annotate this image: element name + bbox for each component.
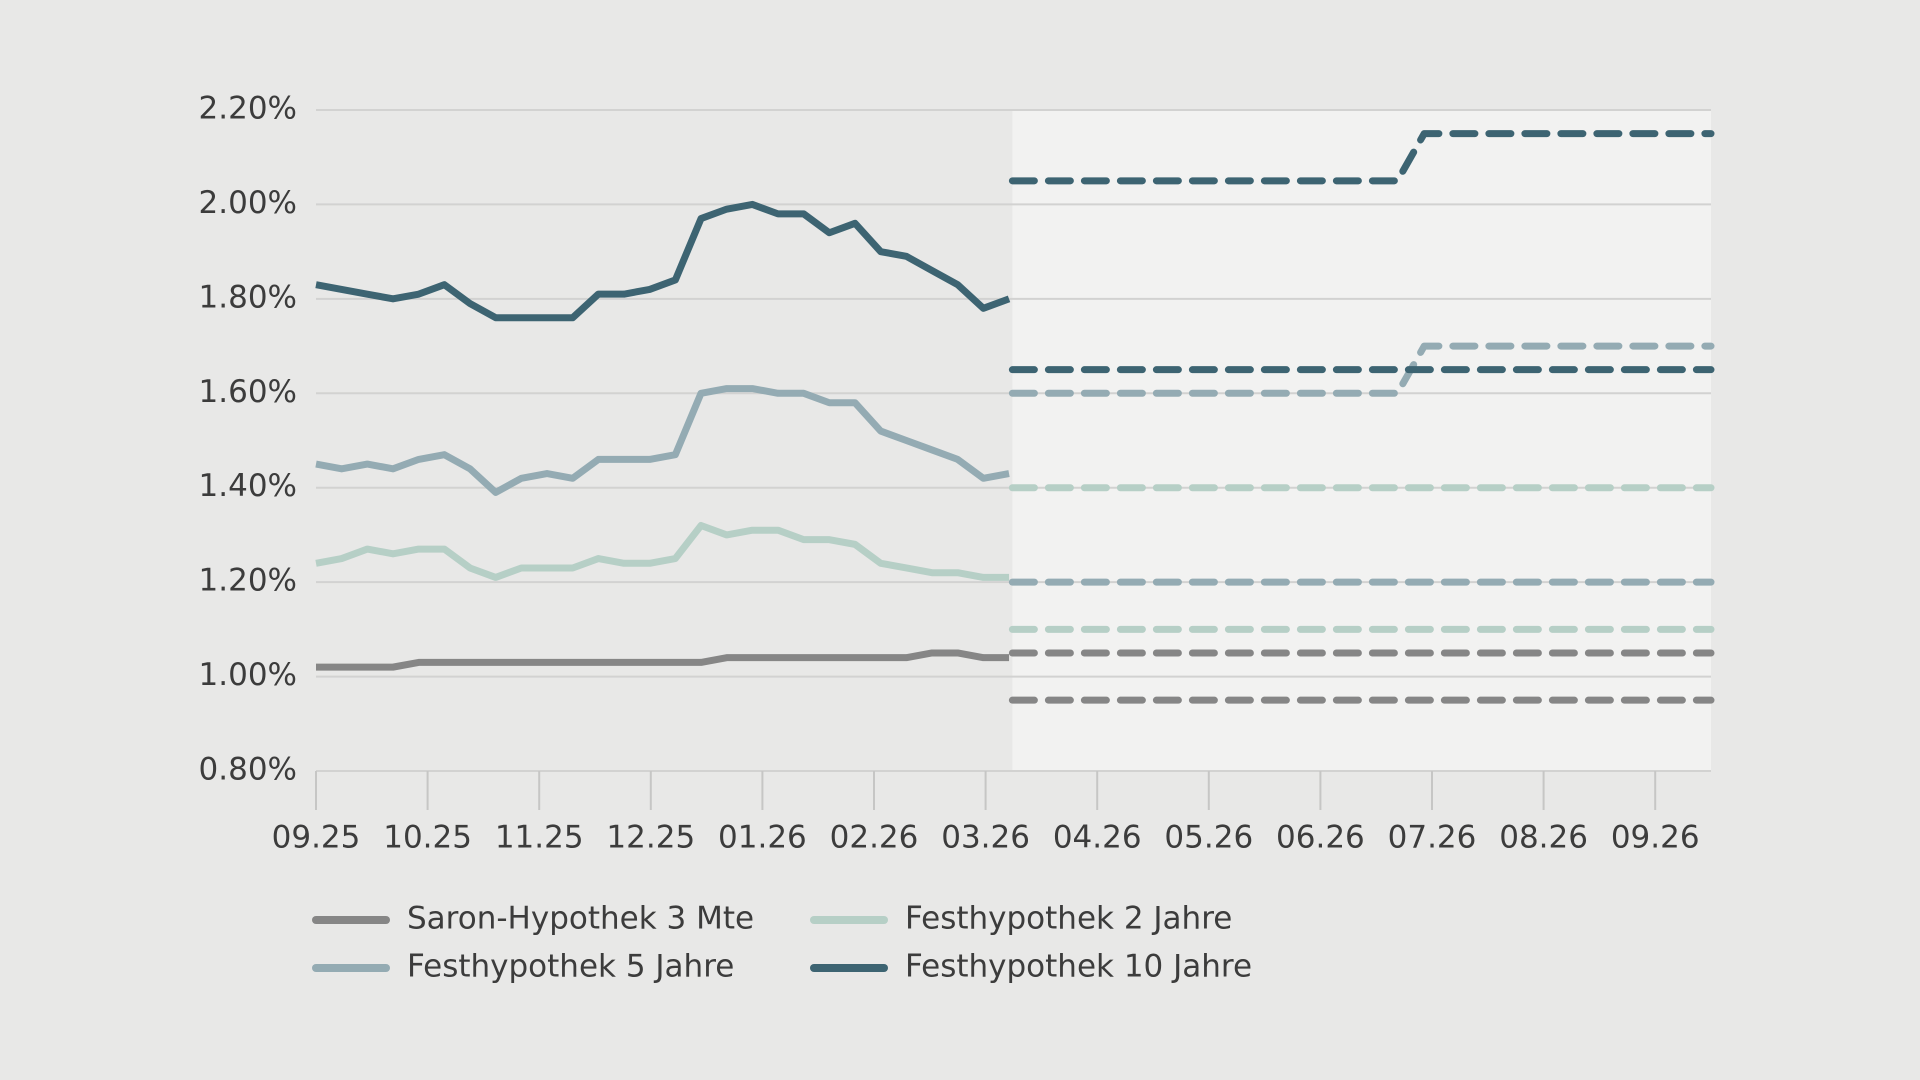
legend-label: Festhypothek 5 Jahre xyxy=(407,949,734,985)
y-tick-label: 1.40% xyxy=(199,468,297,504)
x-tick-label: 05.26 xyxy=(1164,820,1253,856)
y-tick-label: 0.80% xyxy=(199,752,297,788)
x-tick-label: 01.26 xyxy=(718,820,807,856)
forecast-line xyxy=(1008,130,1715,185)
line xyxy=(315,385,1010,496)
line xyxy=(315,200,1011,322)
y-tick-label: 1.20% xyxy=(199,563,297,599)
x-tick-label: 09.26 xyxy=(1611,820,1700,856)
line xyxy=(316,649,1010,671)
x-tick-label: 10.25 xyxy=(383,820,472,856)
y-tick-label: 2.20% xyxy=(199,91,297,127)
forecast-area xyxy=(1012,110,1711,771)
x-tick-label: 03.26 xyxy=(941,820,1030,856)
x-tick-label: 07.26 xyxy=(1388,820,1477,856)
line xyxy=(315,521,1010,581)
x-tick-label: 09.25 xyxy=(272,820,361,856)
x-tick-label: 08.26 xyxy=(1499,820,1588,856)
x-tick-label: 06.26 xyxy=(1276,820,1365,856)
x-tick-label: 02.26 xyxy=(830,820,919,856)
legend-label: Festhypothek 2 Jahre xyxy=(905,901,1232,937)
y-tick-label: 1.80% xyxy=(199,279,297,315)
x-tick-label: 04.26 xyxy=(1053,820,1142,856)
legend-label: Saron-Hypothek 3 Mte xyxy=(407,901,754,937)
y-tick-label: 2.00% xyxy=(199,185,297,221)
legend-label: Festhypothek 10 Jahre xyxy=(905,949,1252,985)
y-tick-label: 1.60% xyxy=(199,374,297,410)
y-tick-label: 1.00% xyxy=(199,657,297,693)
x-tick-label: 12.25 xyxy=(606,820,695,856)
x-tick-label: 11.25 xyxy=(495,820,584,856)
